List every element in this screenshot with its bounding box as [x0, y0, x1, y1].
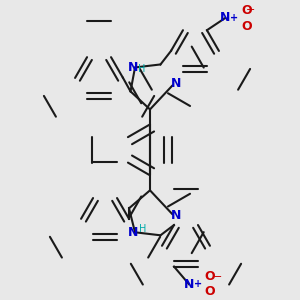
Text: O: O [205, 270, 215, 283]
Text: N: N [184, 278, 194, 291]
Text: N: N [171, 209, 181, 222]
Text: N: N [128, 61, 138, 74]
Text: N: N [171, 77, 181, 90]
Text: H: H [138, 64, 145, 74]
Text: O: O [241, 20, 251, 34]
Text: −: − [213, 272, 222, 282]
Text: H: H [139, 224, 146, 234]
Text: O: O [205, 285, 215, 298]
Text: +: + [194, 279, 202, 289]
Text: −: − [246, 5, 255, 16]
Text: O: O [241, 4, 251, 17]
Text: N: N [128, 226, 138, 239]
Text: N: N [220, 11, 230, 25]
Text: +: + [230, 13, 238, 23]
